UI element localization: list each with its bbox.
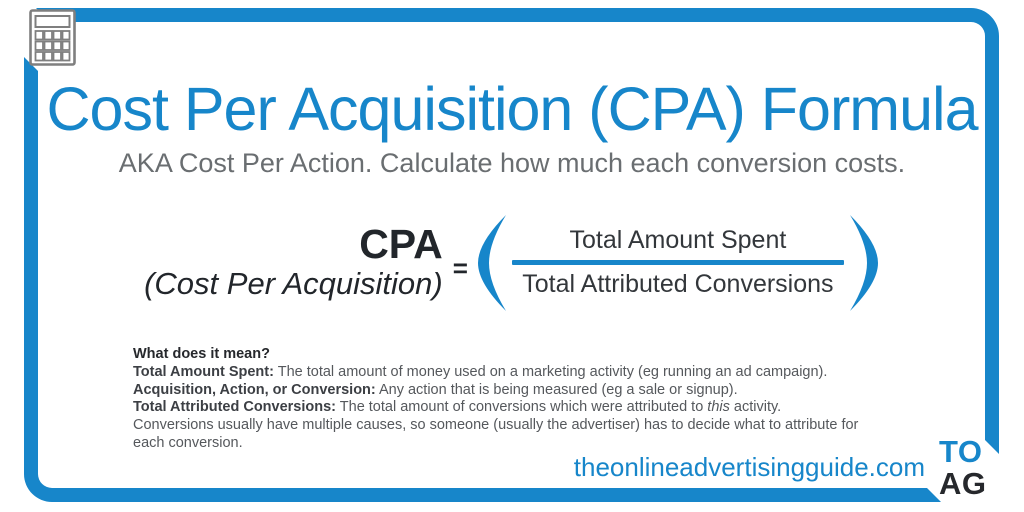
definition-total-attributed-conversions: Total Attributed Conversions: The total … (133, 399, 861, 452)
toag-logo: TO AG (939, 436, 987, 500)
definition-total-amount-spent: Total Amount Spent: The total amount of … (133, 364, 861, 382)
definition-text: The total amount of conversions which we… (336, 399, 708, 416)
definitions-heading: What does it mean? (133, 346, 270, 362)
right-paren-icon (846, 213, 880, 313)
formula-fraction: Total Amount Spent Total Attributed Conv… (511, 226, 844, 299)
formula-term: CPA (Cost Per Acquisition) (144, 223, 443, 302)
toag-logo-line1: TO (939, 434, 983, 469)
formula-acronym: CPA (359, 221, 443, 268)
definition-text: activity. Conversions usually have multi… (133, 399, 859, 451)
toag-logo-line2: AG (939, 466, 987, 501)
fraction-numerator: Total Amount Spent (569, 226, 787, 254)
website-link[interactable]: theonlineadvertisingguide.com (573, 452, 925, 482)
definitions-section: What does it mean? Total Amount Spent: T… (133, 346, 861, 453)
left-paren-icon (476, 213, 510, 313)
formula-acronym-expansion: (Cost Per Acquisition) (144, 266, 443, 302)
fraction-denominator: Total Attributed Conversions (522, 270, 834, 298)
definition-acquisition-action-conversion: Acquisition, Action, or Conversion: Any … (133, 382, 861, 400)
equals-sign: = (452, 253, 468, 283)
page-subtitle: AKA Cost Per Action. Calculate how much … (118, 148, 906, 178)
cpa-formula: CPA (Cost Per Acquisition) = Total Amoun… (0, 205, 1024, 320)
definition-term: Acquisition, Action, or Conversion: (133, 381, 376, 398)
calculator-icon (29, 9, 76, 66)
definition-text-emphasis: this (707, 399, 730, 416)
definition-term: Total Amount Spent: (133, 363, 274, 380)
fraction-divider-line (511, 260, 844, 265)
definition-text: The total amount of money used on a mark… (273, 363, 828, 380)
definition-term: Total Attributed Conversions: (133, 399, 336, 416)
page-title: Cost Per Acquisition (CPA) Formula (46, 75, 978, 143)
definition-text: Any action that is being measured (eg a … (375, 381, 738, 398)
